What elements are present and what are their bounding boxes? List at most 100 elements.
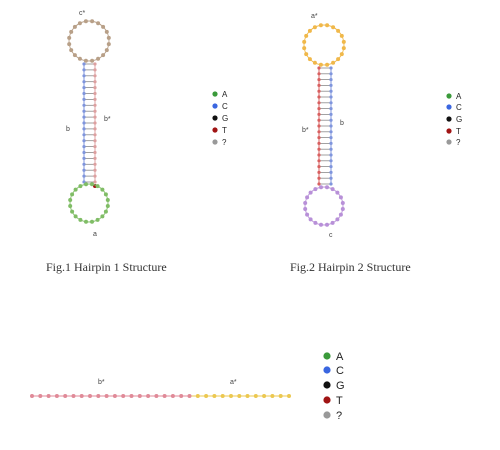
hairpin-2-stem-right-nucleotide <box>329 124 333 128</box>
hairpin-1-stem-left-nucleotide <box>82 80 86 84</box>
hairpin-2-stem-left-nucleotide <box>317 101 321 105</box>
legend-2-label-unknown: ? <box>456 138 461 147</box>
hairpin-2-top-loop-nucleotide <box>325 23 330 28</box>
legend-1: A C G T ? <box>212 90 228 147</box>
strand-nucleotide <box>162 394 167 398</box>
strand-nucleotide <box>104 394 109 398</box>
strand-nucleotide <box>212 394 217 398</box>
hairpin-1-top-loop-nucleotide <box>90 19 95 24</box>
strand-nucleotide <box>220 394 225 398</box>
hairpin-2-stem-right-nucleotide <box>329 147 333 151</box>
hairpin-1-top-loop-nucleotide <box>77 21 82 26</box>
strand-nucleotide <box>262 394 267 398</box>
hairpin-2-stem-right-nucleotide <box>329 95 333 99</box>
hairpin-1-top-loop-nucleotide <box>67 35 72 40</box>
hairpin-2-top-loop-nucleotide <box>331 60 336 65</box>
hairpin-2-stem-left-nucleotide <box>317 112 321 116</box>
strand-nucleotide <box>79 394 84 398</box>
hairpin-1-bottom-loop-nucleotide <box>95 217 100 222</box>
hairpin-1-top-loop-nucleotide <box>77 56 82 61</box>
legend-3-item-unknown: ? <box>323 410 342 422</box>
hairpin-2-stem-left-nucleotide <box>317 141 321 145</box>
hairpin-2-top-loop-nucleotide <box>336 57 341 62</box>
hairpin-1-bottom-loop-backbone <box>69 183 109 223</box>
hairpin-2-stem-left-nucleotide <box>317 83 321 87</box>
legend-1-label-c: C <box>222 102 228 111</box>
strand-nucleotide <box>154 394 159 398</box>
legend-3-label-unknown: ? <box>336 410 342 422</box>
legend-2-item-g: G <box>446 115 462 124</box>
legend-1-item-t: T <box>212 126 227 135</box>
hairpin-1-stem-left-nucleotide <box>82 103 86 107</box>
strand-nucleotide <box>129 394 134 398</box>
hairpin-1-top-loop-nucleotide <box>104 48 109 53</box>
hairpin-2-stem-right-nucleotide <box>329 130 333 134</box>
hairpin-2-bottom-loop-nucleotide <box>319 222 323 227</box>
hairpin-2-top-loop-nucleotide <box>302 46 307 51</box>
hairpin-2-top-loop-nucleotide <box>307 28 312 33</box>
strand-nucleotide <box>287 394 291 398</box>
hairpin-1-bottom-loop-nucleotide <box>103 192 108 197</box>
hairpin-2-top-loop-nucleotide <box>331 25 336 30</box>
hairpin-1-top-loop-nucleotide <box>106 42 111 47</box>
hairpin-1-bottom-loop-nucleotide <box>70 209 75 214</box>
hairpin-1-top-loop-nucleotide <box>72 53 77 58</box>
hairpin-1-stem-left-nucleotide <box>82 145 86 149</box>
hairpin-1-stem-left-nucleotide <box>82 162 86 166</box>
hairpin-2-bottom-loop-nucleotide <box>335 190 340 195</box>
hairpin-2-stem-left-nucleotide <box>317 170 321 174</box>
strand-nucleotide <box>146 394 151 398</box>
legend-3-label-c: C <box>336 365 344 377</box>
hairpin-2-bottom-loop-nucleotide <box>308 217 313 222</box>
hairpin-1-stem-left-nucleotide <box>82 74 86 78</box>
hairpin-2-stem-left-nucleotide <box>317 147 321 151</box>
strand-nucleotide <box>88 394 92 398</box>
hairpin-1-stem <box>82 62 97 188</box>
legend-3-item-c: C <box>323 365 344 377</box>
hairpin-2-label-top-loop: a* <box>311 13 318 20</box>
strand-nucleotide <box>245 394 250 398</box>
figure-1-caption: Fig.1 Hairpin 1 Structure <box>46 260 167 274</box>
legend-3-item-g: G <box>323 380 345 392</box>
hairpin-1-bottom-loop-nucleotide <box>84 219 88 224</box>
hairpin-2-stem-left-nucleotide <box>317 165 321 169</box>
hairpin-2-stem-right-nucleotide <box>329 78 333 82</box>
legend-1-dot-unknown <box>212 139 218 145</box>
hairpin-2-stem-right-nucleotide <box>329 101 333 105</box>
strand-nucleotide <box>204 394 209 398</box>
hairpin-1-top-loop-nucleotide <box>67 42 72 47</box>
hairpin-2-top-loop-nucleotide <box>312 25 317 30</box>
hairpin-1-stem-left-nucleotide <box>82 109 86 113</box>
hairpin-1-stem-right-nucleotide <box>93 150 97 155</box>
hairpin-1-stem-right-nucleotide <box>93 127 97 131</box>
hairpin-2-label-bottom-loop: c <box>329 232 333 239</box>
hairpin-2-bottom-loop-nucleotide <box>305 195 310 200</box>
legend-3-dot-t <box>323 396 331 404</box>
hairpin-1-bottom-loop-nucleotide <box>100 214 105 219</box>
legend-1-item-a: A <box>212 90 228 99</box>
hairpin-2-bottom-loop-nucleotide <box>335 217 340 222</box>
hairpin-2-top-loop <box>302 23 346 67</box>
hairpin-2-bottom-loop-nucleotide <box>338 212 343 217</box>
legend-1-dot-t <box>212 127 218 133</box>
hairpin-1-bottom-loop <box>68 182 110 224</box>
hairpin-2-stem-left-nucleotide <box>317 136 321 140</box>
hairpin-2-bottom-loop-nucleotide <box>303 207 308 211</box>
hairpin-1-stem-right-nucleotide <box>93 174 97 178</box>
hairpin-2-stem-left-nucleotide <box>317 107 321 111</box>
hairpin-1-top-loop-nucleotide <box>69 29 74 34</box>
hairpin-1-top-loop-nucleotide <box>101 24 106 29</box>
hairpin-1-bottom-loop-nucleotide <box>95 184 100 189</box>
hairpin-2: a* b* b c <box>302 13 346 239</box>
strand-nucleotide <box>137 394 142 398</box>
hairpin-1-top-loop-nucleotide <box>101 53 106 58</box>
hairpin-2-stem-right-nucleotide <box>329 83 333 87</box>
hairpin-2-stem-left-nucleotide <box>317 182 321 186</box>
legend-2-item-unknown: ? <box>446 138 461 147</box>
strand-nucleotide <box>237 394 242 398</box>
hairpin-1-bottom-loop-nucleotide <box>68 198 73 202</box>
figure-2-caption: Fig.2 Hairpin 2 Structure <box>290 260 411 274</box>
hairpin-2-bottom-loop-nucleotide <box>305 212 310 217</box>
hairpin-1-stem-right-nucleotide <box>93 68 97 72</box>
